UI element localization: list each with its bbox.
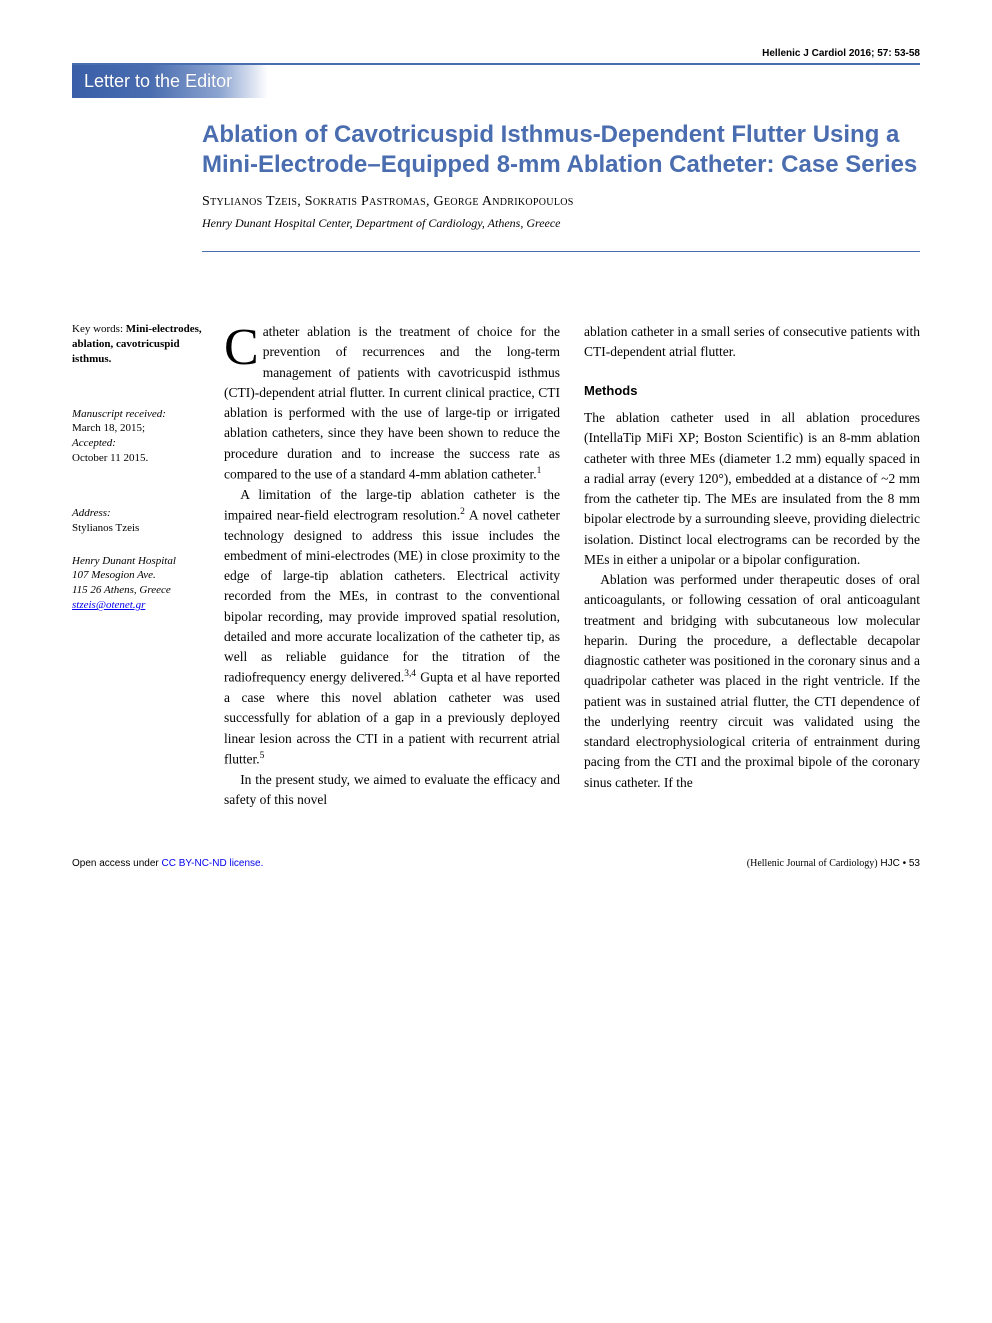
title-block: Ablation of Cavotricuspid Isthmus-Depend… <box>202 120 920 231</box>
footer-right: (Hellenic Journal of Cardiology) HJC • 5… <box>747 858 920 869</box>
manuscript-received-label: Manuscript received: <box>72 407 202 422</box>
header-citation: Hellenic J Cardiol 2016; 57: 53-58 <box>72 48 920 59</box>
footer-journal: (Hellenic Journal of Cardiology) <box>747 858 878 869</box>
ref-1: 1 <box>537 466 542 476</box>
sidebar: Key words: Mini-electrodes, ablation, ca… <box>72 322 202 810</box>
para-4: ablation catheter in a small series of c… <box>584 322 920 363</box>
content-wrapper: Key words: Mini-electrodes, ablation, ca… <box>72 322 920 810</box>
methods-heading: Methods <box>584 381 920 401</box>
footer-page: 53 <box>906 858 920 869</box>
ref-34: 3,4 <box>404 669 416 679</box>
accepted-date: October 11 2015. <box>72 451 202 466</box>
address-institution: Henry Dunant Hospital <box>72 554 202 569</box>
accepted-label: Accepted: <box>72 436 202 451</box>
footer-left: Open access under CC BY-NC-ND license. <box>72 858 263 869</box>
address-label: Address: <box>72 506 202 521</box>
affiliation: Henry Dunant Hospital Center, Department… <box>202 216 920 231</box>
para-5: The ablation catheter used in all ablati… <box>584 408 920 570</box>
para-2: A limitation of the large-tip ablation c… <box>224 485 560 770</box>
para-3: In the present study, we aimed to evalua… <box>224 770 560 811</box>
keywords-block: Key words: Mini-electrodes, ablation, ca… <box>72 322 202 367</box>
article-title: Ablation of Cavotricuspid Isthmus-Depend… <box>202 120 920 180</box>
manuscript-received-date: March 18, 2015; <box>72 421 202 436</box>
manuscript-block: Manuscript received: March 18, 2015; Acc… <box>72 407 202 466</box>
address-name: Stylianos Tzeis <box>72 521 202 536</box>
column-2: ablation catheter in a small series of c… <box>584 322 920 810</box>
license-link[interactable]: CC BY-NC-ND license. <box>162 858 264 869</box>
ref-5: 5 <box>260 751 265 761</box>
para-2b: A novel catheter technology designed to … <box>224 507 560 685</box>
body-columns: Catheter ablation is the treatment of ch… <box>224 322 920 810</box>
open-access-text: Open access under <box>72 858 162 869</box>
footer: Open access under CC BY-NC-ND license. (… <box>72 858 920 869</box>
footer-abbrev: HJC <box>878 858 903 869</box>
address-line1: 107 Mesogion Ave. <box>72 568 202 583</box>
address-line2: 115 26 Athens, Greece <box>72 583 202 598</box>
para-1-text: atheter ablation is the treatment of cho… <box>224 324 560 481</box>
title-rule <box>202 251 920 252</box>
column-1: Catheter ablation is the treatment of ch… <box>224 322 560 810</box>
section-badge: Letter to the Editor <box>72 65 268 98</box>
address-block: Address: Stylianos Tzeis <box>72 506 202 536</box>
authors: Stylianos Tzeis, Sokratis Pastromas, Geo… <box>202 194 920 210</box>
address-email-link[interactable]: stzeis@otenet.gr <box>72 599 145 611</box>
para-1: Catheter ablation is the treatment of ch… <box>224 322 560 485</box>
keywords-label: Key words: <box>72 323 126 335</box>
drop-cap: C <box>224 322 263 370</box>
address-details: Henry Dunant Hospital 107 Mesogion Ave. … <box>72 554 202 613</box>
para-6: Ablation was performed under therapeutic… <box>584 570 920 793</box>
